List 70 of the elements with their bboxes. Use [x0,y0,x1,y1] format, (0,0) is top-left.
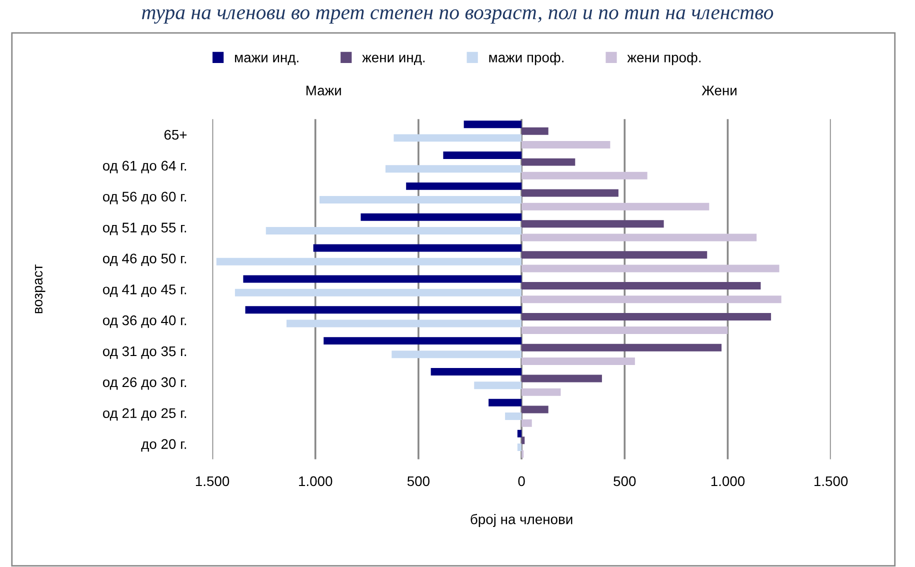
y-tick-label: од 36 до 40 г. [102,315,186,328]
y-tick-label: од 21 до 25 г. [102,408,186,421]
bar [522,202,710,210]
bar [522,344,722,352]
legend-label: жени инд. [362,54,425,66]
y-tick-label: од 51 до 55 г. [102,222,186,236]
bar [522,374,602,382]
bar [234,288,522,296]
y-tick-label: до 20 г. [141,439,186,452]
bar [522,436,525,444]
x-tick-label: 1.500 [196,476,230,486]
y-tick-label: од 26 до 30 г. [102,377,186,390]
bar [464,120,522,128]
bar [522,172,648,180]
bar [286,320,522,328]
bar [522,326,728,334]
bar [522,127,548,135]
legend-label: жени проф. [627,52,701,66]
bar [430,368,522,376]
x-tick-label: 1.000 [711,476,745,486]
bar [522,251,708,259]
bar [522,388,561,396]
bar [360,213,522,221]
bar [505,412,522,420]
bar [517,443,522,451]
bar [522,419,532,427]
bar [245,306,522,314]
bar [319,196,522,204]
bar [522,282,761,290]
x-tick-label: 500 [407,476,430,486]
y-tick-label: од 41 до 45 г. [102,284,186,297]
legend-label: мажи проф. [489,52,564,66]
x-tick-label: 0 [518,476,525,486]
bar [522,406,548,414]
x-tick-label: 1.000 [299,476,332,486]
y-axis-title: возраст [34,264,46,314]
bar [517,430,522,438]
legend-label: мажи инд. [235,54,298,66]
bar [324,337,522,345]
bar [216,258,522,266]
y-tick-label: од 31 до 35 г. [102,346,186,359]
bar [522,158,576,166]
bar [522,220,664,228]
bar [522,234,757,242]
bar [406,182,522,190]
x-tick-label: 1.500 [814,476,848,486]
y-tick-label: од 46 до 50 г. [102,254,186,266]
x-axis-title: број на членови [470,514,572,527]
bar [522,264,780,272]
x-tick-label: 500 [614,476,636,486]
bar [313,244,522,252]
y-tick-label: 65+ [164,130,187,140]
bar [385,165,522,173]
bar [522,357,635,365]
bar [243,275,522,283]
bar [474,382,522,390]
bar [488,398,522,406]
y-tick-label: од 56 до 60 г. [102,192,186,204]
chart-title: тура на членови во трет степен по возраст, пол и по тип на членство [142,9,774,24]
bar [266,226,522,234]
text: Жени [702,86,736,96]
bar [394,134,522,142]
text: Мажи [306,86,341,96]
bar [522,312,772,320]
bar [443,152,522,159]
bar [392,350,522,358]
y-tick-label: од 61 до 64 г. [102,160,186,174]
bar [522,189,618,197]
bar [522,296,782,304]
bar [522,140,610,148]
